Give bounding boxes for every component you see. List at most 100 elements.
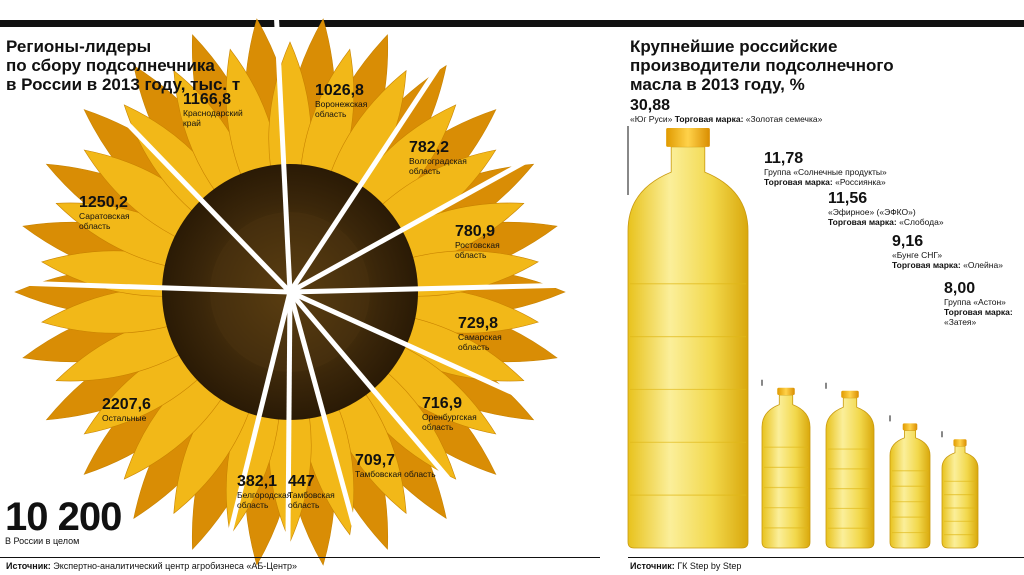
oil-bottle: [761, 394, 811, 549]
slice-value: 782,2: [409, 139, 450, 156]
slice-label: 1026,8 Воронежская область: [315, 82, 368, 120]
bottle-brand: «Россиянка»: [835, 177, 886, 187]
slice-name: Тамбовская область: [288, 490, 335, 510]
slice-name: Тамбовская область: [355, 469, 436, 479]
slice-divider: [288, 290, 477, 511]
slice-name: Оренбургская область: [422, 412, 477, 432]
total-label: В России в целом: [5, 536, 80, 546]
bottle-value: 11,56: [828, 190, 868, 207]
bottle-brand-line: Торговая марка: «Затея»: [944, 307, 1024, 327]
total-value: 10 200: [5, 495, 122, 539]
bottle-company: «Юг Руси»: [630, 114, 675, 124]
bottle-company: «Эфирное» («ЭФКО»): [828, 207, 916, 217]
bottle-value: 8,00: [944, 280, 976, 297]
brand-key: Торговая марка:: [944, 307, 1013, 317]
slice-value: 716,9: [422, 395, 463, 412]
slice-value: 1166,8: [183, 91, 232, 108]
slice-label: 1166,8 Краснодарский край: [183, 91, 243, 129]
bottle-cap: [953, 439, 967, 447]
slice-value: 1026,8: [315, 82, 364, 99]
oil-bottle: [627, 146, 749, 549]
slice-value: 447: [288, 473, 315, 490]
slice-name: Остальные: [102, 413, 147, 423]
bottle-label: 11,56 «Эфирное» («ЭФКО») Торговая марка: «…: [828, 190, 944, 227]
slice-label: 780,9 Ростовская область: [455, 223, 500, 261]
slice-label: 447 Тамбовская область: [288, 473, 335, 511]
bottle-brand: «Слобода»: [899, 217, 944, 227]
bottle-company-brand: «Юг Руси» Торговая марка: «Золотая семеч…: [630, 114, 822, 124]
oil-bottle: [889, 430, 931, 549]
bottle-company: Группа «Астон»: [944, 297, 1006, 307]
slice-name: Белгородская область: [237, 490, 292, 510]
bottle-brand: «Золотая семечка»: [745, 114, 823, 124]
right-source-text: ГК Step by Step: [677, 561, 742, 571]
bottle-company: Группа «Солнечные продукты»: [764, 167, 887, 177]
left-source-label: Источник:: [6, 561, 51, 571]
right-source-label: Источник:: [630, 561, 675, 571]
slice-divider: [5, 280, 291, 295]
bottle-value: 30,88: [630, 97, 671, 114]
total-block: 10 200 В России в целом: [5, 495, 122, 546]
slice-label: 729,8 Самарская область: [458, 315, 502, 353]
slice-label: 1250,2 Саратовская область: [79, 194, 130, 232]
slice-value: 709,7: [355, 452, 396, 469]
slice-name: Самарская область: [458, 332, 502, 352]
slice-divider: [273, 7, 293, 293]
bottle-label: 11,78 Группа «Солнечные продукты» Торговая…: [764, 150, 887, 187]
slice-name: Краснодарский край: [183, 108, 243, 128]
slice-value: 780,9: [455, 223, 496, 240]
bottle-cap: [666, 128, 710, 147]
left-source: Источник: Экспертно-аналитический центр …: [6, 561, 297, 571]
bottom-rule-right: [628, 557, 1024, 558]
slice-label: 382,1 Белгородская область: [237, 473, 292, 511]
slice-name: Саратовская область: [79, 211, 130, 231]
slice-value: 2207,6: [102, 396, 151, 413]
slice-name: Волгоградская область: [409, 156, 467, 176]
slice-divider: [90, 85, 292, 294]
slice-name: Воронежская область: [315, 99, 368, 119]
slice-divider: [288, 151, 541, 295]
slice-divider: [218, 291, 293, 570]
brand-key: Торговая марка:: [674, 114, 746, 124]
bottle-value: 9,16: [892, 233, 924, 250]
right-source: Источник: ГК Step by Step: [630, 561, 741, 571]
right-title: Крупнейшие российские производители подс…: [630, 37, 894, 94]
bottle-cap: [777, 387, 795, 395]
oil-bottle: [825, 397, 875, 549]
slice-name: Ростовская область: [455, 240, 500, 260]
slice-value: 382,1: [237, 473, 278, 490]
slice-value: 1250,2: [79, 194, 128, 211]
slice-divider: [287, 291, 368, 568]
slice-label: 2207,6 Остальные: [102, 396, 151, 424]
bottle-value: 11,78: [764, 150, 804, 167]
brand-key: Торговая марка:: [892, 260, 964, 270]
top-rule: [0, 20, 1024, 27]
bottle-cap: [902, 423, 918, 431]
bottle-company: «Бунге СНГ»: [892, 250, 943, 260]
bottle-brand: «Затея»: [944, 317, 977, 327]
bottle-brand-line: Торговая марка: «Слобода»: [828, 217, 944, 227]
petal: [382, 250, 539, 297]
slice-divider: [288, 289, 551, 412]
slice-label: 709,7 Тамбовская область: [355, 452, 436, 480]
left-source-text: Экспертно-аналитический центр агробизнес…: [53, 561, 298, 571]
bottle-brand-line: Торговая марка: «Олейна»: [892, 260, 1003, 270]
slice-value: 729,8: [458, 315, 499, 332]
bottle-label: 8,00 Группа «Астон» Торговая марка: «Затея…: [944, 280, 1024, 327]
bottle-cap: [841, 390, 859, 398]
brand-key: Торговая марка:: [828, 217, 900, 227]
brand-key: Торговая марка:: [764, 177, 836, 187]
bottle-label: 9,16 «Бунге СНГ» Торговая марка: «Олейна»: [892, 233, 1003, 270]
bottle-brand-line: Торговая марка: «Россиянка»: [764, 177, 887, 187]
oil-bottle: [941, 445, 979, 549]
bottle-brand: «Олейна»: [963, 260, 1003, 270]
slice-divider: [285, 291, 293, 575]
bottle-label: 30,88 «Юг Руси» Торговая марка: «Золотая …: [630, 97, 822, 124]
slice-label: 782,2 Волгоградская область: [409, 139, 467, 177]
slice-divider: [287, 52, 450, 294]
bottom-rule-left: [0, 557, 600, 558]
slice-label: 716,9 Оренбургская область: [422, 395, 477, 433]
slice-divider: [289, 282, 575, 295]
left-title: Регионы-лидеры по сбору подсолнечника в …: [6, 37, 241, 94]
